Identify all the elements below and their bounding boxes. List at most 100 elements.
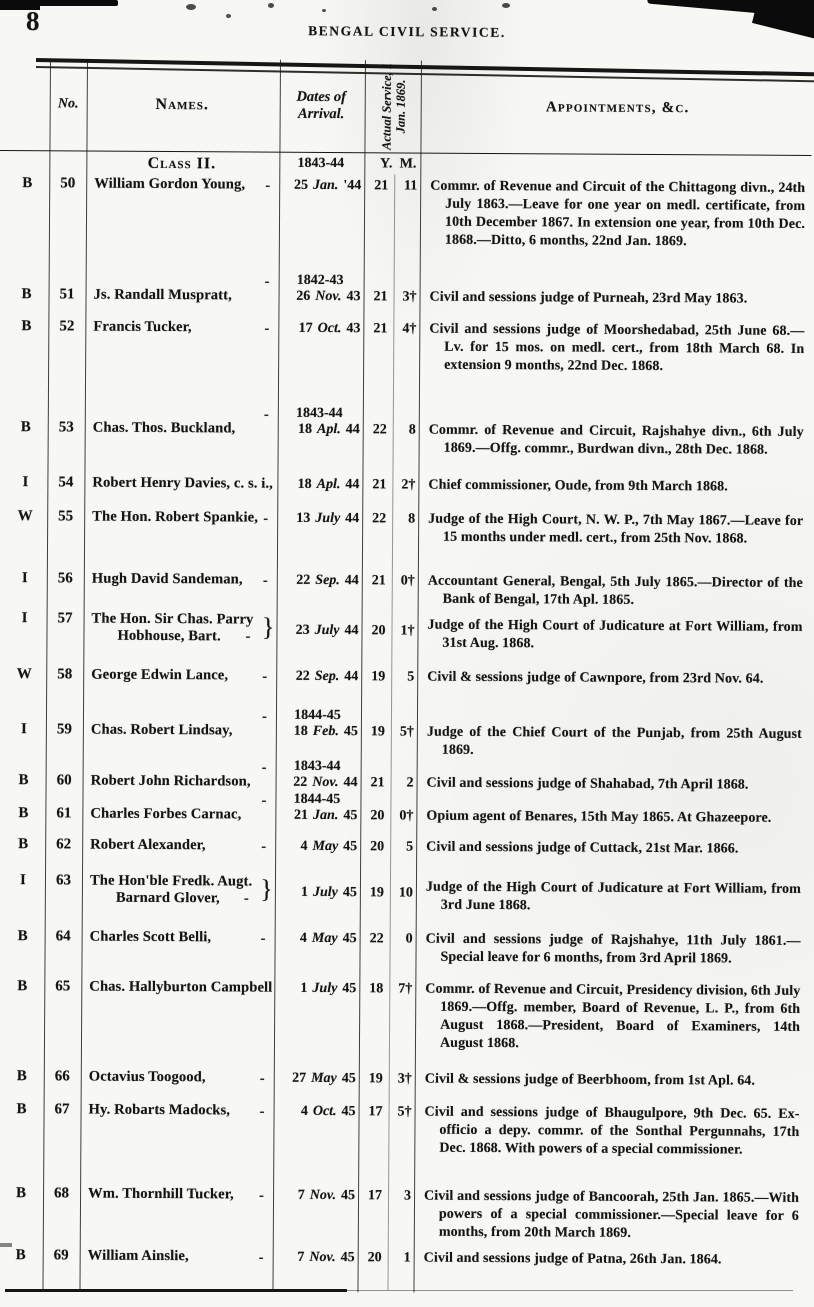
- row-appointment: Civil and sessions judge of Rajshahye, 1…: [425, 931, 801, 967]
- row-service-years: 20: [370, 808, 385, 824]
- row-arrival-year: 45: [343, 724, 358, 740]
- row-appointment: Opium agent of Benares, 15th May 1865. A…: [426, 808, 772, 826]
- row-arrival-day: 1: [300, 980, 308, 996]
- row-arrival-month: Oct.: [312, 1103, 337, 1120]
- row-arrival-year-label: 1842-43: [296, 272, 344, 289]
- row-appointment: Accountant General, Bengal, 5th July 186…: [427, 573, 803, 608]
- row-name-dash: -: [261, 708, 268, 725]
- row-arrival-date: 23 July 44: [274, 612, 361, 640]
- row-name-dash: -: [259, 1070, 265, 1087]
- row-arrival-date-line: 4 May 45: [273, 838, 360, 856]
- row-service-years: 21: [373, 289, 388, 305]
- row-arrival-date-line: 27 May 45: [272, 1070, 359, 1088]
- row-arrival-year: 45: [343, 808, 358, 824]
- row-name-brace: }: [261, 612, 275, 642]
- row-letter: B: [21, 318, 32, 335]
- row-name-brace: }: [260, 874, 274, 904]
- row-arrival-date: 1844-45 21 Jan. 45: [273, 792, 360, 825]
- row-arrival-date-line: 7 Nov. 45: [271, 1187, 358, 1205]
- row-service-months: 5: [407, 669, 415, 685]
- row-service-years: 21: [374, 178, 389, 194]
- row-arrival-month: May: [311, 930, 338, 947]
- bottom-rule-thin: [345, 1290, 793, 1291]
- row-letter: B: [16, 1185, 27, 1202]
- row-service-years: 19: [371, 669, 386, 685]
- scan-speck: [432, 7, 437, 11]
- row-arrival-date: 13 July 44: [275, 510, 362, 528]
- row-arrival-month: Nov.: [315, 288, 342, 305]
- row-name-dash: -: [262, 572, 268, 589]
- row-arrival-date-line: 13 July 44: [275, 510, 362, 528]
- row-appointment: Commr. of Revenue and Circuit, Presidenc…: [425, 981, 801, 1052]
- row-appointment: Civil and sessions judge of Moorshedabad…: [429, 321, 805, 375]
- row-name-dash: -: [265, 177, 271, 194]
- row-number: 60: [56, 772, 72, 789]
- row-number: 69: [53, 1247, 69, 1264]
- column-header-appointments: Appointments, &c.: [545, 98, 690, 116]
- row-letter: B: [18, 805, 29, 822]
- row-name: William Ainslie, -: [80, 1248, 271, 1266]
- row-name-dash: -: [264, 273, 270, 290]
- row-appointment: Civil & sessions judge of Cawnpore, from…: [427, 669, 764, 687]
- row-arrival-month: Jan.: [312, 177, 339, 194]
- row-letter: W: [16, 666, 32, 683]
- row-service-years: 21: [370, 775, 385, 791]
- row-name-dash: -: [259, 1103, 265, 1120]
- row-number: 50: [60, 175, 76, 192]
- row-arrival-day: 7: [297, 1249, 305, 1265]
- column-header-dates-of-arrival: Dates of Arrival.: [296, 89, 347, 123]
- row-service-months: 1: [403, 1250, 411, 1266]
- row-arrival-day: 7: [297, 1187, 305, 1203]
- row-letter: B: [20, 419, 31, 436]
- row-appointment: Chief commissioner, Oude, from 9th March…: [428, 477, 728, 495]
- row-name-line1: George Edwin Lance,: [91, 666, 229, 684]
- row-name-line2: Hobhouse, Bart.: [117, 627, 221, 645]
- row-name: Js. Randall Muspratt, -: [86, 272, 277, 305]
- row-name-line1: Robert Henry Davies, c. s. i.,: [92, 474, 273, 492]
- row-number: 56: [57, 570, 73, 587]
- row-service-months: 2: [406, 775, 414, 791]
- row-name-dash: -: [262, 668, 268, 685]
- row-arrival-year: 44: [345, 422, 360, 438]
- row-name-line1: Robert Alexander,: [90, 836, 206, 854]
- row-letter: I: [20, 872, 26, 889]
- row-name: Charles Scott Belli, -: [82, 929, 273, 947]
- row-arrival-month: July: [314, 622, 340, 639]
- row-service-years: 22: [372, 422, 387, 438]
- row-name: The Hon. Sir Chas. Parry Hobhouse, Bart.…: [83, 611, 275, 646]
- row-arrival-year-label: 1844-45: [294, 707, 341, 724]
- row-arrival-year-label: 1844-45: [293, 791, 341, 808]
- row-arrival-date: 4 May 45: [273, 930, 360, 948]
- row-name-dash: -: [261, 838, 267, 855]
- row-letter: B: [15, 1247, 26, 1264]
- row-arrival-year: 43: [346, 289, 361, 305]
- row-name: The Hon. Robert Spankie, -: [84, 509, 275, 527]
- table-row: B 69 William Ainslie, - 7 Nov. 45 20 1 C…: [0, 1247, 807, 1282]
- row-arrival-year: 44: [345, 511, 360, 527]
- row-name: Chas. Hallyburton Campbell: [81, 979, 272, 997]
- row-arrival-date-line: 18 Apl. 44: [276, 421, 363, 439]
- row-arrival-date-line: 18 Apl. 44: [275, 476, 362, 494]
- row-arrival-date: 27 May 45: [272, 1070, 359, 1088]
- row-service-months: 1†: [400, 623, 415, 639]
- scan-speck: [0, 1243, 12, 1247]
- row-arrival-date: 7 Nov. 45: [271, 1249, 358, 1267]
- row-service-months: 3†: [397, 1071, 412, 1087]
- row-arrival-day: 13: [296, 510, 311, 526]
- row-service-months: 2†: [401, 477, 416, 493]
- row-name-line1: Chas. Robert Lindsay,: [90, 721, 233, 739]
- row-letter: I: [22, 474, 29, 491]
- page-title: BENGAL CIVIL SERVICE.: [308, 23, 506, 40]
- row-service-months: 0: [405, 931, 413, 947]
- row-name-line1: Octavius Toogood,: [88, 1068, 206, 1086]
- row-arrival-date-line: 21 Jan. 45: [273, 807, 360, 825]
- column-header-no: No.: [57, 96, 79, 112]
- table-row: I 57 The Hon. Sir Chas. Parry Hobhouse, …: [0, 610, 811, 671]
- row-number: 64: [55, 928, 71, 945]
- row-letter: B: [16, 1068, 27, 1085]
- row-letter: B: [21, 286, 32, 303]
- row-name-dash: -: [263, 406, 269, 423]
- row-name-line1: The Hon. Robert Spankie,: [92, 508, 259, 526]
- row-name: Charles Forbes Carnac, -: [82, 791, 273, 824]
- row-name: Robert Henry Davies, c. s. i.,: [84, 475, 275, 493]
